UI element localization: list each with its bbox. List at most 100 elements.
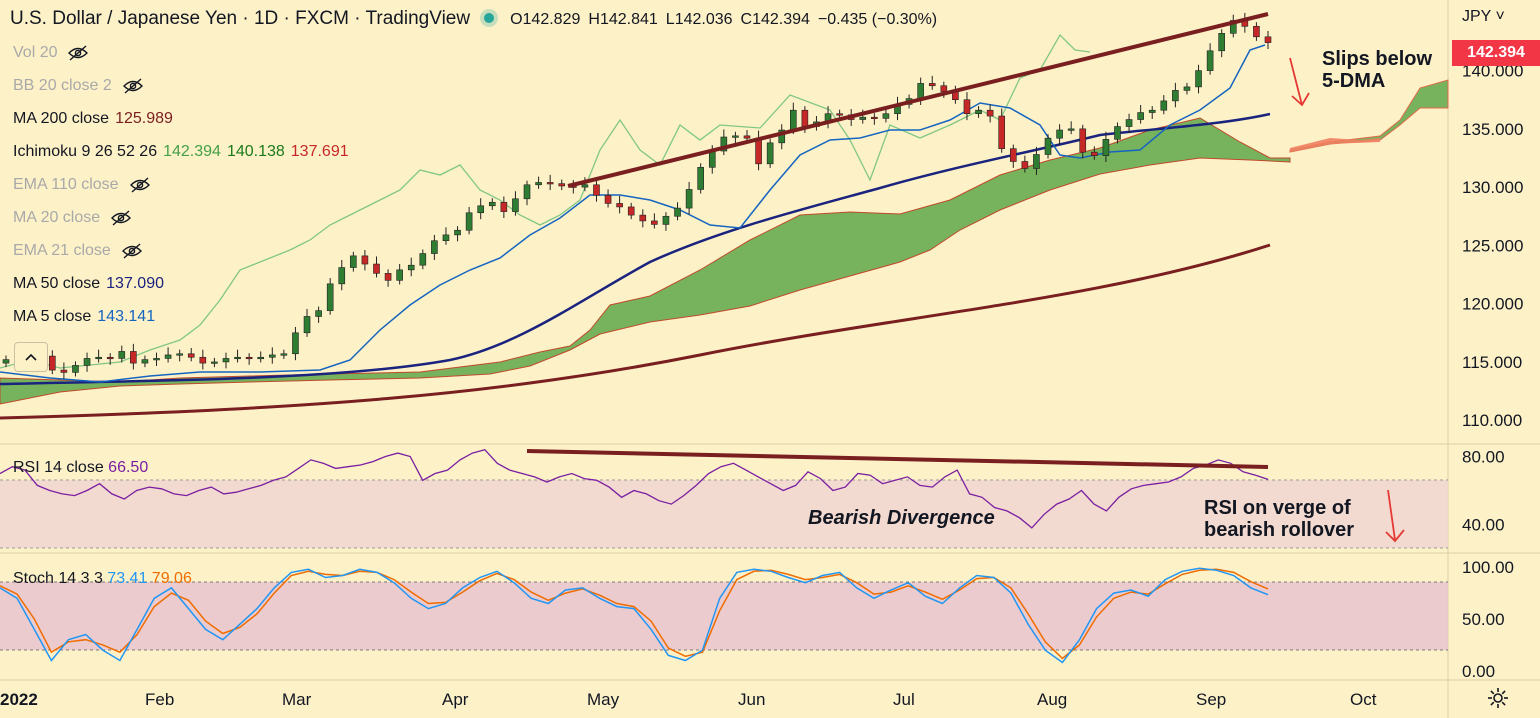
candle-body — [836, 113, 843, 116]
legend-value: 137.691 — [290, 143, 349, 160]
annotation-slips: Slips below 5-DMA — [1322, 48, 1433, 92]
legend-label: MA 50 close — [13, 275, 101, 292]
candle-body — [1067, 128, 1075, 131]
legend-row[interactable]: Vol 20 — [13, 44, 89, 62]
candle-body — [1125, 119, 1133, 127]
candle-body — [106, 356, 114, 360]
price-axis[interactable]: 110.000 115.000 120.000 125.000 130.000 135.0… — [1462, 62, 1523, 681]
candle-body — [639, 214, 647, 222]
candle-body — [604, 194, 612, 204]
time-tick-label: Jul — [893, 690, 915, 709]
candle-body — [187, 353, 195, 358]
eye-off-icon[interactable] — [110, 210, 132, 226]
candle-body — [1137, 112, 1144, 120]
candle-body — [1091, 151, 1098, 156]
price-tick-label: 130.000 — [1462, 178, 1523, 197]
candle-body — [1056, 129, 1063, 139]
ohlc-readout: O142.829 H142.841 L142.036 C142.394 −0.435 (… — [510, 11, 938, 28]
price-tick-label: 115.000 — [1462, 353, 1522, 372]
ma50-line — [0, 112, 1271, 386]
eye-off-icon[interactable] — [67, 45, 89, 61]
price-tick-label: 135.000 — [1462, 120, 1523, 139]
candle-body — [685, 189, 693, 209]
candle-body — [49, 355, 56, 371]
legend-row[interactable]: MA 5 close 143.141 — [13, 308, 155, 326]
legend-label: MA 20 close — [13, 209, 101, 226]
candle-body — [153, 358, 160, 361]
symbol-title: U.S. Dollar / Japanese Yen · 1D · FXCM ·… — [10, 8, 471, 29]
candle-body — [465, 212, 473, 231]
candle-body — [859, 116, 867, 120]
price-tick-label: 140.000 — [1462, 62, 1523, 81]
chart-settings-button[interactable] — [1486, 686, 1510, 715]
candle-body — [1253, 26, 1260, 38]
stoch-d-line — [0, 568, 1269, 660]
candle-body — [917, 83, 924, 99]
candle-body — [558, 183, 566, 187]
candle-body — [1218, 33, 1225, 52]
legend-label: MA 5 close — [13, 308, 92, 325]
time-tick-label: Apr — [442, 690, 469, 709]
legend-row[interactable]: BB 20 close 2 — [13, 77, 143, 95]
eye-off-icon[interactable] — [122, 78, 143, 94]
time-tick-label: Aug — [1037, 690, 1067, 709]
annotation-rsi-verge: RSI on verge of bearish rollover — [1204, 497, 1355, 541]
candle-body — [1195, 70, 1202, 88]
candle-body — [1183, 86, 1191, 91]
candle-body — [488, 201, 496, 207]
candle-body — [176, 353, 183, 356]
legend-value: 140.138 — [226, 143, 285, 160]
candle-body — [373, 263, 380, 274]
legend-label: Ichimoku 9 26 52 26 — [13, 143, 158, 160]
candle-body — [674, 207, 681, 217]
annotation-divergence: Bearish Divergence — [808, 507, 995, 529]
legend-row[interactable]: MA 200 close 125.989 — [13, 110, 173, 128]
legend-row[interactable]: EMA 21 close — [13, 242, 142, 260]
candle-body — [1009, 148, 1017, 162]
candle-body — [268, 354, 276, 358]
legend-label: BB 20 close 2 — [13, 77, 112, 94]
candle-body — [1033, 154, 1040, 169]
stoch-tick-label: 100.00 — [1462, 558, 1514, 577]
candle-body — [118, 351, 126, 359]
candle-body — [384, 273, 392, 281]
candle-body — [766, 142, 774, 165]
eye-off-icon[interactable] — [121, 243, 142, 259]
legend-label: EMA 110 close — [13, 176, 119, 193]
legend-row[interactable]: MA 20 close — [13, 209, 132, 227]
candle-body — [523, 184, 531, 200]
rsi-trendline — [526, 449, 1269, 469]
candle-body — [535, 182, 542, 186]
candle-body — [164, 354, 172, 359]
legend-row[interactable]: MA 50 close 137.090 — [13, 275, 164, 293]
collapse-legend-button[interactable] — [14, 342, 48, 372]
candle-body — [801, 109, 809, 127]
candle-body — [130, 351, 137, 364]
legend-label: EMA 21 close — [13, 242, 111, 259]
stoch-tick-label: 50.00 — [1462, 610, 1505, 629]
candle-body — [697, 167, 704, 190]
candle-body — [280, 353, 288, 356]
time-tick-label: Mar — [282, 690, 312, 709]
candle-body — [211, 361, 218, 364]
symbol-header: U.S. Dollar / Japanese Yen · 1D · FXCM ·… — [10, 8, 937, 30]
candle-body — [581, 184, 589, 188]
time-axis[interactable]: 2022 Feb Mar Apr May Jun Jul Aug Sep Oct — [0, 690, 1377, 709]
down-arrow-icon — [1385, 489, 1405, 543]
legend-row[interactable]: EMA 110 close — [13, 176, 150, 194]
time-tick-label: May — [587, 690, 620, 709]
candle-body — [871, 116, 878, 120]
stoch-legend: Stoch 14 3 3 73.41 79.06 — [13, 570, 192, 587]
chevron-down-icon: ˅ — [1491, 8, 1505, 25]
candle-body — [60, 369, 68, 373]
eye-off-icon[interactable] — [129, 177, 150, 193]
legend-label: Vol 20 — [13, 44, 58, 61]
candle-body — [627, 206, 635, 216]
currency-selector[interactable]: JPY ˅ — [1462, 8, 1505, 25]
rsi-tick-label: 40.00 — [1462, 516, 1505, 535]
candle-body — [1102, 139, 1110, 156]
candle-body — [199, 356, 207, 364]
last-price-badge: 142.394 — [1452, 40, 1540, 66]
legend-row[interactable]: Ichimoku 9 26 52 26 142.394 140.138 137.691 — [13, 143, 349, 161]
